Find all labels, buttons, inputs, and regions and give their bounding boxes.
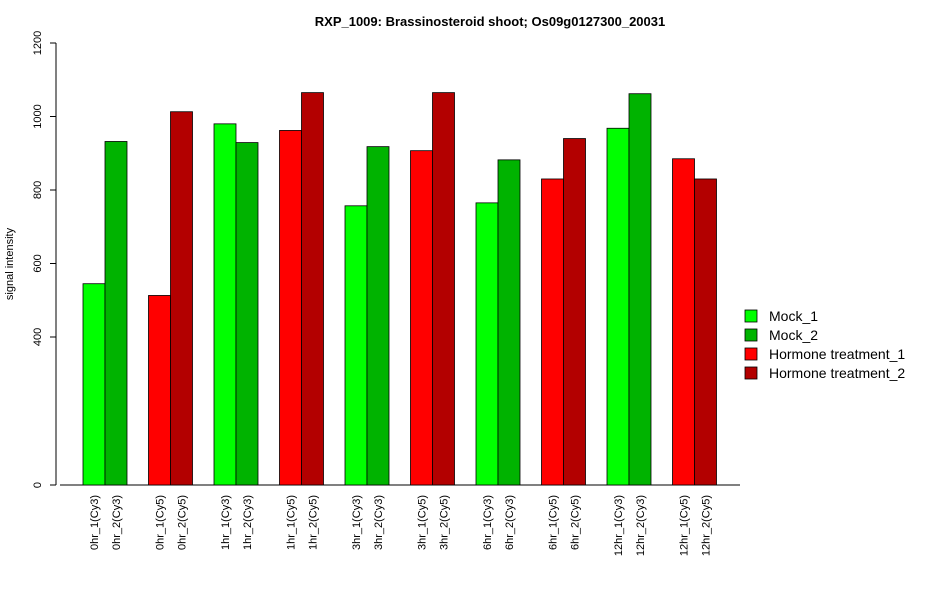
legend-swatch [744, 347, 758, 361]
x-tick-label: 1hr_1(Cy3) [220, 495, 232, 550]
x-tick-label: 6hr_1(Cy5) [548, 495, 560, 550]
bar [563, 138, 586, 486]
bar [497, 159, 521, 486]
x-tick-label: 12hr_1(Cy3) [613, 495, 625, 556]
bar [148, 295, 171, 486]
bar [628, 93, 652, 486]
bar [344, 205, 368, 486]
x-tick-label: 3hr_1(Cy5) [417, 495, 429, 550]
y-tick-label: 800 [32, 181, 44, 199]
bar [541, 178, 564, 486]
x-tick-label: 3hr_2(Cy3) [373, 495, 385, 550]
legend-label: Hormone treatment_1 [769, 346, 905, 362]
legend-label: Mock_1 [769, 308, 818, 324]
legend-swatch [744, 366, 758, 380]
y-axis: 0 400 600 800 1000 1200 [32, 31, 57, 488]
x-tick-label: 6hr_2(Cy3) [504, 495, 516, 550]
bar [475, 202, 499, 486]
bar [279, 130, 302, 486]
x-tick-label: 3hr_1(Cy3) [351, 495, 363, 550]
chart-title: RXP_1009: Brassinosteroid shoot; Os09g01… [315, 14, 665, 29]
bar [104, 141, 128, 486]
legend: Mock_1 Mock_2 Hormone treatment_1 Hormone t… [744, 308, 905, 381]
x-tick-label: 12hr_1(Cy5) [679, 495, 691, 556]
bar [410, 150, 433, 486]
y-axis-label: signal intensity [4, 227, 16, 300]
bar [82, 283, 106, 486]
bar [301, 92, 324, 486]
bar [672, 158, 695, 486]
legend-label: Hormone treatment_2 [769, 365, 905, 381]
bar [235, 142, 259, 486]
bars-group [82, 92, 717, 486]
y-tick-label: 1000 [32, 104, 44, 128]
x-tick-labels: 0hr_1(Cy3) 0hr_2(Cy3) 0hr_1(Cy5) 0hr_2(Cy5)… [89, 495, 713, 556]
x-tick-label: 1hr_2(Cy5) [308, 495, 320, 550]
x-tick-label: 6hr_1(Cy3) [482, 495, 494, 550]
x-tick-label: 12hr_2(Cy3) [635, 495, 647, 556]
bar [170, 111, 193, 486]
legend-swatch [744, 309, 758, 323]
y-tick-label: 1200 [32, 31, 44, 55]
x-tick-label: 1hr_2(Cy3) [242, 495, 254, 550]
x-tick-label: 1hr_1(Cy5) [286, 495, 298, 550]
y-tick-label: 0 [32, 482, 44, 488]
y-tick-label: 400 [32, 328, 44, 346]
x-tick-label: 12hr_2(Cy5) [701, 495, 713, 556]
x-tick-label: 0hr_1(Cy5) [155, 495, 167, 550]
bar [213, 123, 237, 486]
x-tick-label: 6hr_2(Cy5) [570, 495, 582, 550]
bar [432, 92, 455, 486]
y-tick-label: 600 [32, 254, 44, 272]
x-tick-label: 0hr_2(Cy3) [111, 495, 123, 550]
legend-label: Mock_2 [769, 327, 818, 343]
bar [366, 146, 390, 486]
bar [606, 127, 630, 486]
x-tick-label: 3hr_2(Cy5) [439, 495, 451, 550]
x-tick-label: 0hr_2(Cy5) [177, 495, 189, 550]
bar [694, 178, 717, 486]
x-tick-label: 0hr_1(Cy3) [89, 495, 101, 550]
legend-swatch [744, 328, 758, 342]
